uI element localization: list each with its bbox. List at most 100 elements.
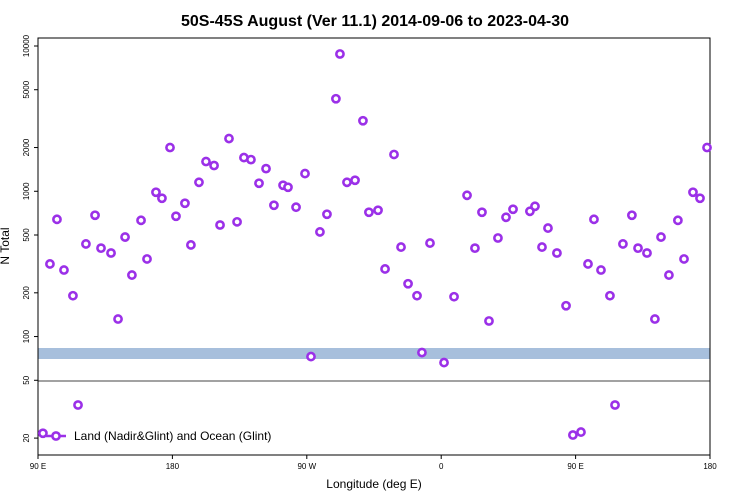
band (38, 348, 710, 359)
point (96, 243, 106, 254)
point (246, 154, 256, 165)
point (315, 227, 325, 237)
legend-label: Land (Nadir&Glint) and Ocean (Glint) (74, 429, 271, 443)
point (679, 254, 689, 264)
y-tick-label: 20 (22, 433, 31, 442)
x-tick-label: 180 (166, 462, 180, 471)
point (254, 178, 264, 189)
point (583, 259, 593, 269)
y-tick-label: 10000 (22, 34, 31, 57)
x-tick-label: 180 (703, 462, 717, 471)
point (508, 204, 518, 215)
point (306, 351, 316, 362)
point (462, 190, 472, 201)
point (300, 168, 310, 179)
point (120, 232, 130, 242)
point (38, 428, 48, 439)
y-tick-label: 200 (22, 286, 31, 300)
point (291, 202, 301, 213)
point (484, 316, 494, 326)
point (493, 233, 503, 243)
point (610, 400, 620, 410)
point (649, 314, 660, 324)
y-tick-label: 5000 (22, 80, 31, 98)
point (439, 357, 449, 368)
point (702, 142, 712, 153)
point (396, 242, 406, 252)
point (165, 142, 175, 153)
point (142, 254, 152, 264)
point (350, 175, 360, 186)
point (695, 193, 705, 204)
point (530, 201, 540, 212)
point (642, 248, 652, 258)
point (576, 427, 586, 437)
point (626, 210, 637, 221)
point (106, 248, 116, 258)
point (59, 265, 69, 275)
y-tick-label: 500 (22, 228, 31, 242)
y-axis-label: N Total (0, 227, 12, 264)
point (403, 278, 413, 289)
chart-title: 50S-45S August (Ver 11.1) 2014-09-06 to … (181, 13, 569, 30)
point (589, 214, 599, 225)
point (45, 259, 55, 269)
point (373, 205, 383, 216)
point (412, 290, 422, 301)
point (68, 290, 78, 301)
point (81, 239, 91, 249)
point (537, 242, 547, 252)
point (389, 149, 399, 160)
x-axis-label: Longitude (deg E) (326, 477, 421, 491)
point (358, 115, 368, 126)
point (501, 212, 511, 223)
point (672, 215, 683, 226)
point (417, 347, 427, 358)
point (127, 270, 137, 280)
point (543, 223, 553, 233)
point (215, 220, 225, 230)
point (186, 240, 196, 250)
point (113, 314, 123, 324)
point (364, 207, 374, 218)
point (470, 243, 480, 254)
point (425, 238, 435, 248)
point (180, 198, 190, 209)
point (322, 209, 332, 220)
point (90, 210, 100, 221)
point (633, 243, 643, 254)
point (269, 200, 279, 211)
y-tick-label: 2000 (22, 138, 31, 156)
point (596, 265, 606, 275)
point (209, 160, 219, 171)
point (331, 93, 341, 104)
x-tick-label: 90 E (30, 462, 46, 471)
point (568, 430, 578, 440)
point (151, 187, 161, 198)
y-tick-label: 100 (22, 329, 31, 343)
point (201, 156, 211, 167)
point (52, 214, 62, 225)
point (342, 177, 352, 188)
x-tick-label: 90 W (297, 462, 316, 471)
plot-frame (37, 37, 711, 456)
point (224, 133, 234, 144)
point (283, 182, 293, 193)
point (605, 290, 615, 301)
point (688, 187, 698, 198)
point (561, 300, 571, 311)
y-tick-label: 1000 (22, 182, 31, 200)
point (73, 400, 83, 410)
point (664, 270, 674, 280)
point (157, 193, 167, 204)
point (171, 211, 181, 222)
point (380, 264, 390, 274)
point (232, 216, 242, 227)
point (194, 177, 204, 188)
x-tick-label: 90 E (567, 462, 583, 471)
y-tick-label: 50 (22, 375, 31, 384)
point (618, 239, 628, 249)
legend-marker (51, 431, 61, 441)
point (335, 49, 345, 59)
